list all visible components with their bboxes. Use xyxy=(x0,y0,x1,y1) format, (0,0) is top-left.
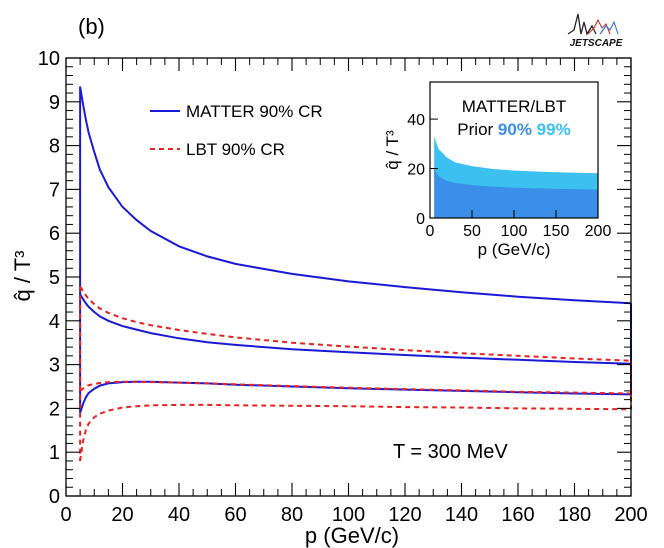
main-y-axis-label: q̂ / T³ xyxy=(10,251,35,302)
y-tick-label: 6 xyxy=(49,223,60,245)
annotation-temperature: T = 300 MeV xyxy=(393,441,508,463)
x-tick-label: 40 xyxy=(168,504,190,526)
logo-text: JETSCAPE xyxy=(570,38,623,49)
inset-x-tick-label: 200 xyxy=(585,223,612,240)
band-median-line xyxy=(79,293,632,365)
inset-subtitle: Prior 90% 99% xyxy=(457,120,570,139)
x-tick-label: 180 xyxy=(558,504,591,526)
main-legend: MATTER 90% CR LBT 90% CR xyxy=(150,102,323,159)
x-tick-label: 200 xyxy=(614,504,647,526)
band-median-line xyxy=(79,380,632,395)
inset-y-tick-label: 40 xyxy=(407,112,425,129)
x-tick-label: 140 xyxy=(445,504,478,526)
x-tick-label: 0 xyxy=(60,504,71,526)
x-tick-label: 60 xyxy=(224,504,246,526)
inset-x-tick-label: 50 xyxy=(463,223,481,240)
legend-label-matter: MATTER 90% CR xyxy=(186,102,323,121)
x-tick-label: 20 xyxy=(111,504,133,526)
x-tick-label: 120 xyxy=(388,504,421,526)
logo-peak-2 xyxy=(587,18,611,35)
jetscape-logo: JETSCAPE xyxy=(567,13,623,49)
series-lbt xyxy=(79,286,632,462)
inset-x-tick-label: 100 xyxy=(501,223,528,240)
x-tick-label: 160 xyxy=(501,504,534,526)
inset-x-tick-label: 0 xyxy=(426,223,435,240)
x-tick-label: 100 xyxy=(332,504,365,526)
y-tick-label: 4 xyxy=(49,311,60,333)
inset-y-axis-label: q̂ / T³ xyxy=(383,130,402,170)
x-tick-label: 80 xyxy=(281,504,303,526)
inset-y-tick-label: 0 xyxy=(416,211,425,228)
legend-label-lbt: LBT 90% CR xyxy=(186,140,285,159)
y-tick-label: 2 xyxy=(49,398,60,420)
inset-prior-label: Prior xyxy=(457,120,498,139)
inset-title: MATTER/LBT xyxy=(462,97,567,116)
y-tick-label: 10 xyxy=(38,48,60,70)
y-tick-label: 8 xyxy=(49,136,60,158)
y-tick-label: 7 xyxy=(49,179,60,201)
logo-peak-3 xyxy=(599,20,619,35)
inset-area-90pct xyxy=(434,168,598,218)
inset-legend-90pct: 90% xyxy=(498,120,537,139)
inset-legend-99pct: 99% xyxy=(537,120,571,139)
y-tick-label: 1 xyxy=(49,442,60,464)
y-tick-label: 0 xyxy=(49,486,60,508)
y-tick-label: 9 xyxy=(49,92,60,114)
logo-peak-1 xyxy=(567,13,597,36)
main-x-axis-label: p (GeV/c) xyxy=(305,523,399,548)
band-upper-line xyxy=(79,86,632,305)
band-lower-line xyxy=(79,380,632,414)
y-tick-label: 3 xyxy=(49,355,60,377)
inset-chart: 0 50 100 150 200 0 20 40 MATTER/LBT Prior 90% 99%… xyxy=(383,78,611,266)
inset-y-tick-label: 20 xyxy=(407,162,425,179)
inset-x-tick-label: 150 xyxy=(543,223,570,240)
inset-x-axis-label: p (GeV/c) xyxy=(478,240,551,259)
y-tick-label: 5 xyxy=(49,267,60,289)
panel-label: (b) xyxy=(78,14,105,39)
band-lower-line xyxy=(79,403,632,462)
